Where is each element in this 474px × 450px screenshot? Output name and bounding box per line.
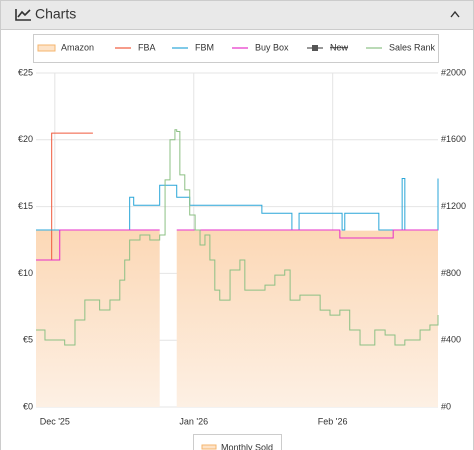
collapse-toggle[interactable] [450,10,460,18]
y-tick-label: €15 [18,201,33,211]
legend-label[interactable]: Sales Rank [389,42,436,52]
line [176,229,438,239]
line [36,229,160,261]
line [36,129,439,346]
panel-title: Charts [35,6,76,22]
area [176,230,438,407]
y2-tick-label: #0 [441,401,451,411]
legend-label[interactable]: FBM [195,42,214,52]
y2-tick-label: #800 [441,268,461,278]
x-tick-label: Jan '26 [179,416,208,426]
panel-header[interactable] [0,0,474,30]
legend-swatch [201,444,217,450]
chart-icon [15,9,31,21]
y-tick-label: €0 [23,401,33,411]
legend-label[interactable]: Buy Box [255,42,289,52]
legend-marker [312,45,318,51]
area [36,230,160,407]
legend-swatch[interactable] [37,44,56,52]
legend-label[interactable]: Monthly Sold [221,442,273,450]
y-tick-label: €10 [18,268,33,278]
legend-label[interactable]: Amazon [61,42,94,52]
y-tick-label: €25 [18,67,33,77]
legend-label[interactable]: FBA [138,42,156,52]
y2-tick-label: #1600 [441,134,466,144]
legend-label[interactable]: New [330,42,349,52]
x-tick-label: Dec '25 [40,416,70,426]
x-tick-label: Feb '26 [318,416,348,426]
y-tick-label: €5 [23,335,33,345]
y-tick-label: €20 [18,134,33,144]
y2-tick-label: #1200 [441,201,466,211]
y2-tick-label: #400 [441,335,461,345]
y2-tick-label: #2000 [441,67,466,77]
